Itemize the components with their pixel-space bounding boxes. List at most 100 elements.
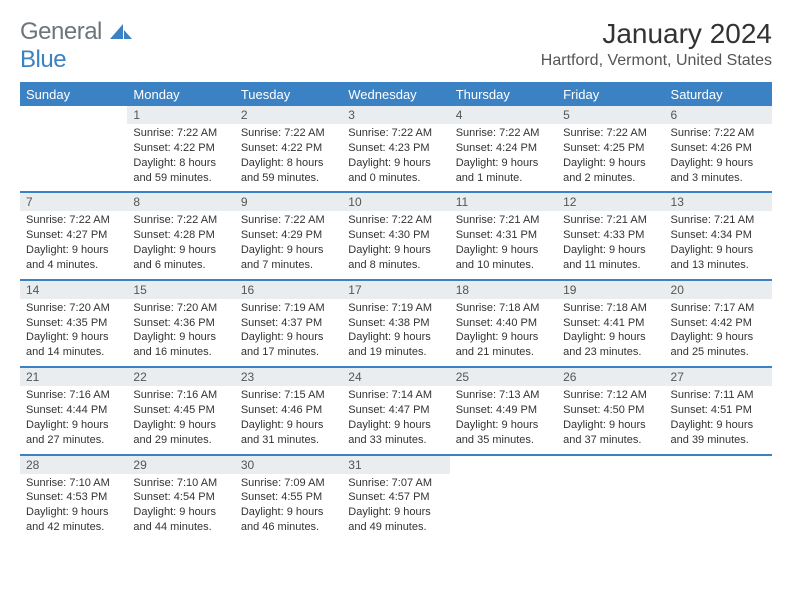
sunset-text: Sunset: 4:42 PM <box>671 316 766 331</box>
daylight-text: and 10 minutes. <box>456 258 551 273</box>
day-number-cell: 6 <box>665 106 772 124</box>
logo-word-general: General <box>20 18 102 45</box>
daylight-text: and 11 minutes. <box>563 258 658 273</box>
sunset-text: Sunset: 4:23 PM <box>348 141 443 156</box>
day-number-cell: 1 <box>127 106 234 124</box>
day-detail-cell: Sunrise: 7:14 AMSunset: 4:47 PMDaylight:… <box>342 386 449 454</box>
day-detail-cell: Sunrise: 7:22 AMSunset: 4:25 PMDaylight:… <box>557 124 664 192</box>
daylight-text: and 16 minutes. <box>133 345 228 360</box>
sunset-text: Sunset: 4:53 PM <box>26 490 121 505</box>
sunset-text: Sunset: 4:55 PM <box>241 490 336 505</box>
daylight-text: Daylight: 9 hours <box>241 243 336 258</box>
daylight-text: and 1 minute. <box>456 171 551 186</box>
day-number-cell: 10 <box>342 192 449 211</box>
day-header: Monday <box>127 83 234 107</box>
daylight-text: Daylight: 8 hours <box>133 156 228 171</box>
day-number-cell: 15 <box>127 280 234 299</box>
sunrise-text: Sunrise: 7:14 AM <box>348 388 443 403</box>
sunset-text: Sunset: 4:35 PM <box>26 316 121 331</box>
daylight-text: and 33 minutes. <box>348 433 443 448</box>
sunset-text: Sunset: 4:31 PM <box>456 228 551 243</box>
calendar-table: SundayMondayTuesdayWednesdayThursdayFrid… <box>20 82 772 541</box>
sunset-text: Sunset: 4:44 PM <box>26 403 121 418</box>
daylight-text: Daylight: 9 hours <box>348 243 443 258</box>
sunrise-text: Sunrise: 7:11 AM <box>671 388 766 403</box>
daylight-text: Daylight: 9 hours <box>348 330 443 345</box>
sunset-text: Sunset: 4:47 PM <box>348 403 443 418</box>
sunset-text: Sunset: 4:33 PM <box>563 228 658 243</box>
daylight-text: Daylight: 9 hours <box>26 243 121 258</box>
daylight-text: Daylight: 9 hours <box>133 505 228 520</box>
daylight-text: Daylight: 9 hours <box>456 156 551 171</box>
daylight-text: Daylight: 9 hours <box>671 418 766 433</box>
sunset-text: Sunset: 4:22 PM <box>241 141 336 156</box>
daylight-text: and 37 minutes. <box>563 433 658 448</box>
logo: General Blue <box>20 18 132 74</box>
header: General Blue January 2024 Hartford, Verm… <box>20 18 772 74</box>
sunrise-text: Sunrise: 7:21 AM <box>563 213 658 228</box>
day-detail-cell: Sunrise: 7:16 AMSunset: 4:45 PMDaylight:… <box>127 386 234 454</box>
daylight-text: and 49 minutes. <box>348 520 443 535</box>
day-detail-cell: Sunrise: 7:22 AMSunset: 4:22 PMDaylight:… <box>235 124 342 192</box>
sunrise-text: Sunrise: 7:15 AM <box>241 388 336 403</box>
day-detail-row: Sunrise: 7:22 AMSunset: 4:22 PMDaylight:… <box>20 124 772 192</box>
daylight-text: and 27 minutes. <box>26 433 121 448</box>
daylight-text: Daylight: 9 hours <box>241 505 336 520</box>
day-number-cell: 8 <box>127 192 234 211</box>
daylight-text: Daylight: 9 hours <box>348 418 443 433</box>
daylight-text: and 44 minutes. <box>133 520 228 535</box>
sunrise-text: Sunrise: 7:22 AM <box>563 126 658 141</box>
day-number-cell: 12 <box>557 192 664 211</box>
sunset-text: Sunset: 4:27 PM <box>26 228 121 243</box>
sunset-text: Sunset: 4:29 PM <box>241 228 336 243</box>
day-number-cell: 7 <box>20 192 127 211</box>
day-detail-cell: Sunrise: 7:22 AMSunset: 4:23 PMDaylight:… <box>342 124 449 192</box>
sunrise-text: Sunrise: 7:22 AM <box>456 126 551 141</box>
day-detail-cell: Sunrise: 7:22 AMSunset: 4:29 PMDaylight:… <box>235 211 342 279</box>
sunrise-text: Sunrise: 7:10 AM <box>133 476 228 491</box>
sunset-text: Sunset: 4:40 PM <box>456 316 551 331</box>
day-detail-cell: Sunrise: 7:17 AMSunset: 4:42 PMDaylight:… <box>665 299 772 367</box>
daylight-text: and 21 minutes. <box>456 345 551 360</box>
day-detail-cell: Sunrise: 7:09 AMSunset: 4:55 PMDaylight:… <box>235 474 342 541</box>
daylight-text: and 25 minutes. <box>671 345 766 360</box>
day-detail-cell: Sunrise: 7:22 AMSunset: 4:24 PMDaylight:… <box>450 124 557 192</box>
day-header: Friday <box>557 83 664 107</box>
sunrise-text: Sunrise: 7:12 AM <box>563 388 658 403</box>
day-detail-cell <box>665 474 772 541</box>
day-number-cell: 17 <box>342 280 449 299</box>
day-number-cell: 23 <box>235 367 342 386</box>
logo-word-blue: Blue <box>20 46 66 73</box>
day-detail-cell: Sunrise: 7:10 AMSunset: 4:54 PMDaylight:… <box>127 474 234 541</box>
day-detail-cell: Sunrise: 7:22 AMSunset: 4:22 PMDaylight:… <box>127 124 234 192</box>
day-header-row: SundayMondayTuesdayWednesdayThursdayFrid… <box>20 83 772 107</box>
daylight-text: Daylight: 9 hours <box>348 156 443 171</box>
day-number-cell: 2 <box>235 106 342 124</box>
day-detail-cell: Sunrise: 7:19 AMSunset: 4:37 PMDaylight:… <box>235 299 342 367</box>
day-detail-cell <box>557 474 664 541</box>
sunrise-text: Sunrise: 7:22 AM <box>26 213 121 228</box>
sunset-text: Sunset: 4:22 PM <box>133 141 228 156</box>
daylight-text: Daylight: 9 hours <box>241 330 336 345</box>
day-number-cell: 18 <box>450 280 557 299</box>
daylight-text: Daylight: 9 hours <box>348 505 443 520</box>
sunrise-text: Sunrise: 7:10 AM <box>26 476 121 491</box>
day-number-cell: 4 <box>450 106 557 124</box>
sunrise-text: Sunrise: 7:19 AM <box>348 301 443 316</box>
daylight-text: Daylight: 9 hours <box>563 418 658 433</box>
day-number-cell: 16 <box>235 280 342 299</box>
sunrise-text: Sunrise: 7:22 AM <box>133 126 228 141</box>
day-number-cell <box>665 455 772 474</box>
sunset-text: Sunset: 4:46 PM <box>241 403 336 418</box>
sunrise-text: Sunrise: 7:22 AM <box>133 213 228 228</box>
sunset-text: Sunset: 4:28 PM <box>133 228 228 243</box>
day-detail-row: Sunrise: 7:20 AMSunset: 4:35 PMDaylight:… <box>20 299 772 367</box>
sunrise-text: Sunrise: 7:22 AM <box>348 126 443 141</box>
daylight-text: Daylight: 9 hours <box>671 243 766 258</box>
day-detail-cell: Sunrise: 7:16 AMSunset: 4:44 PMDaylight:… <box>20 386 127 454</box>
day-number-cell <box>557 455 664 474</box>
sunrise-text: Sunrise: 7:09 AM <box>241 476 336 491</box>
sunset-text: Sunset: 4:41 PM <box>563 316 658 331</box>
sunset-text: Sunset: 4:50 PM <box>563 403 658 418</box>
daylight-text: and 6 minutes. <box>133 258 228 273</box>
